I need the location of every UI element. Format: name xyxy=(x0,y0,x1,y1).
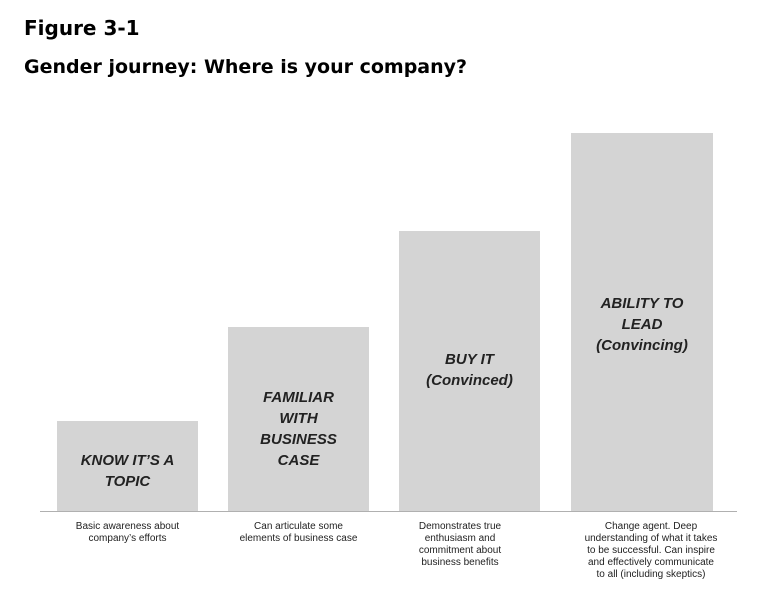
step-description-ability-to-lead: Change agent. Deep understanding of what… xyxy=(561,521,741,581)
description-line: commitment about xyxy=(418,545,502,556)
step-label: BUY IT (Convinced) xyxy=(399,349,540,391)
description-line: to be successful. Can inspire xyxy=(587,545,715,556)
baseline-divider xyxy=(40,511,737,512)
figure-label: Figure 3-1 xyxy=(24,16,140,40)
step-label-line: (Convincing) xyxy=(596,337,688,354)
step-label-line: TOPIC xyxy=(104,473,151,490)
step-bar-know-its-a-topic: KNOW IT’S A TOPIC xyxy=(57,421,198,511)
figure-title: Gender journey: Where is your company? xyxy=(24,56,468,78)
description-line: understanding of what it takes xyxy=(584,533,718,544)
description-line: Basic awareness about xyxy=(75,521,180,532)
step-description-buy-it: Demonstrates true enthusiasm and commitm… xyxy=(385,521,535,569)
step-label-line: KNOW IT’S A xyxy=(80,452,175,469)
step-bar-ability-to-lead: ABILITY TO LEAD (Convincing) xyxy=(571,133,713,511)
step-label-line: CASE xyxy=(277,452,320,469)
step-label: FAMILIAR WITH BUSINESS CASE xyxy=(228,387,369,471)
step-label: KNOW IT’S A TOPIC xyxy=(57,450,198,492)
step-bar-buy-it: BUY IT (Convinced) xyxy=(399,231,540,511)
description-line: Demonstrates true xyxy=(418,521,502,532)
description-line: enthusiasm and xyxy=(424,533,496,544)
step-label-line: FAMILIAR xyxy=(263,389,334,406)
description-line: and effectively communicate xyxy=(588,557,714,568)
description-line: business benefits xyxy=(421,557,499,568)
description-line: company’s efforts xyxy=(88,533,167,544)
step-label-line: LEAD xyxy=(621,316,663,333)
description-line: elements of business case xyxy=(239,533,358,544)
description-line: Change agent. Deep xyxy=(604,521,698,532)
step-description-familiar-with-business-case: Can articulate some elements of business… xyxy=(213,521,384,545)
step-label-line: (Convinced) xyxy=(426,372,513,389)
description-line: Can articulate some xyxy=(254,521,343,532)
step-description-know-its-a-topic: Basic awareness about company’s efforts xyxy=(47,521,208,545)
step-label: ABILITY TO LEAD (Convincing) xyxy=(571,293,713,356)
step-label-line: BUSINESS xyxy=(260,431,337,448)
description-line: to all (including skeptics) xyxy=(596,569,706,580)
step-label-line: BUY IT xyxy=(445,351,494,368)
step-label-line: WITH xyxy=(279,410,318,427)
step-bar-familiar-with-business-case: FAMILIAR WITH BUSINESS CASE xyxy=(228,327,369,511)
step-label-line: ABILITY TO xyxy=(600,295,684,312)
